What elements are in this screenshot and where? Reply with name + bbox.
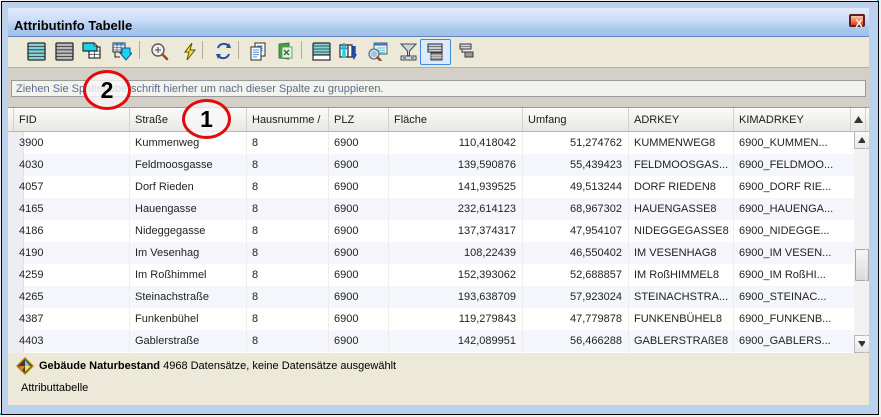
svg-text:X: X — [855, 18, 863, 30]
